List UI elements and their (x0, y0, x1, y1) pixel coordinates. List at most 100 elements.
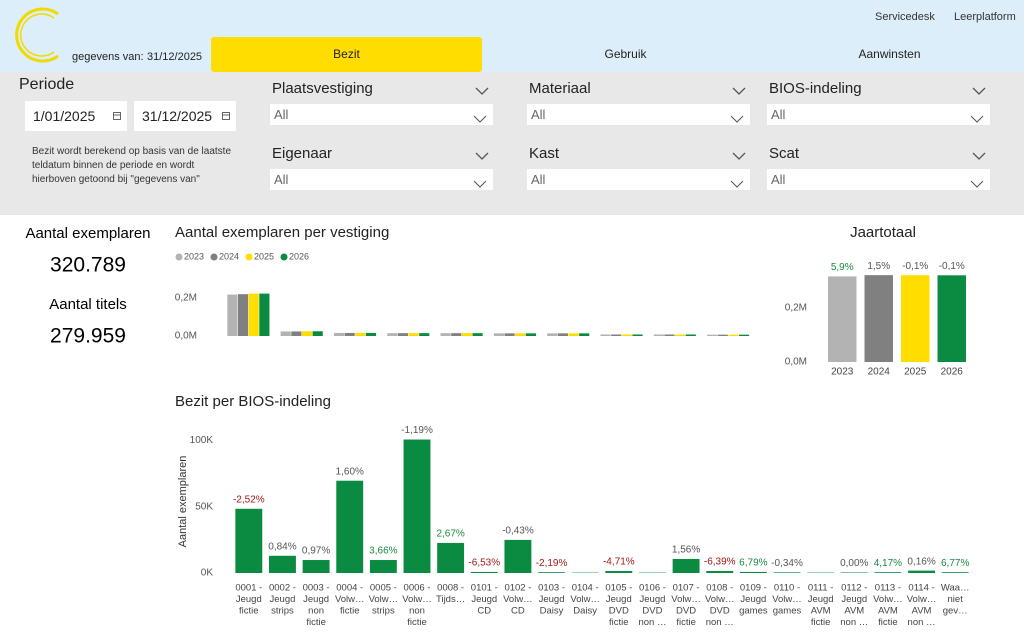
x-tick-label: 0101 - (471, 583, 498, 594)
calendar-icon (113, 112, 121, 120)
x-tick-label: DVD (710, 606, 730, 617)
x-tick-label: 0001 - (235, 583, 262, 594)
data-label: 1,56% (672, 545, 700, 556)
x-tick-label: fictie (878, 617, 898, 628)
slicer-value: All (531, 172, 546, 187)
bar (941, 572, 969, 573)
bar (344, 332, 355, 336)
x-tick-label: non … (840, 617, 868, 628)
bar (621, 334, 632, 336)
data-label: 0,84% (268, 541, 296, 552)
bar (901, 275, 930, 362)
bar (828, 276, 857, 362)
slicer-dropdown[interactable]: All (527, 169, 750, 190)
slicer-dropdown[interactable]: All (527, 104, 750, 125)
x-tick-label: 0109 - (740, 583, 767, 594)
tab-active[interactable]: Bezit (211, 37, 482, 72)
x-tick-label: 0006 - (404, 583, 431, 594)
x-tick-label: Volw… (335, 594, 365, 605)
header: gegevens van: 31/12/2025 Bezit Gebruik A… (0, 0, 1024, 72)
chart-title: Bezit per BIOS-indeling (175, 393, 331, 410)
date-input[interactable]: 1/01/2025 (25, 101, 127, 131)
x-tick-label: Volw… (772, 594, 802, 605)
tab[interactable]: Aanwinsten (858, 47, 921, 61)
x-tick-label: 0112 - (841, 583, 867, 594)
slicer-dropdown[interactable]: All (270, 169, 493, 190)
x-tick-label: Jeugd (539, 594, 565, 605)
legend-marker (280, 253, 288, 261)
x-tick-label: 2025 (904, 367, 927, 378)
x-tick-label: 2023 (831, 367, 854, 378)
x-tick-label: Volw… (705, 594, 735, 605)
bar (504, 333, 515, 336)
slicer-label: Kast (529, 145, 752, 162)
filter-panel (0, 72, 1024, 215)
chevron (970, 115, 984, 123)
data-label: -6,39% (704, 557, 736, 568)
bar (504, 539, 532, 573)
link[interactable]: Servicedesk (875, 11, 935, 23)
slicer-dropdown[interactable]: All (767, 169, 990, 190)
link[interactable]: Leerplatform (954, 11, 1016, 23)
y-tick-label: 0K (201, 568, 214, 579)
slicer-label: Scat (769, 145, 992, 162)
bar (547, 333, 558, 336)
x-tick-label: 2026 (941, 367, 964, 378)
x-tick-label: 0002 - (269, 583, 296, 594)
x-tick-label: AVM (844, 606, 864, 617)
x-tick-label: non … (908, 617, 936, 628)
chart-title: Jaartotaal (850, 224, 916, 241)
data-label: -0,1% (939, 261, 965, 272)
x-tick-label: 0114 - (908, 583, 934, 594)
bar (470, 571, 498, 573)
bar (333, 332, 345, 336)
bar (653, 334, 664, 336)
legend-marker (210, 253, 218, 261)
x-tick-label: 0108 - (706, 583, 733, 594)
x-tick-label: 0113 - (875, 583, 901, 594)
x-tick-label: 0004 - (336, 583, 363, 594)
date-input[interactable]: 31/12/2025 (134, 101, 236, 131)
bar (874, 572, 902, 573)
bar (369, 560, 397, 573)
x-tick-label: Volw… (671, 594, 701, 605)
bar (773, 572, 801, 573)
x-tick-label: Volw… (570, 594, 600, 605)
x-tick-label: DVD (676, 606, 696, 617)
start-date: 1/01/2025 (33, 108, 96, 124)
slicer-label: Materiaal (529, 80, 752, 97)
tab[interactable]: Gebruik (604, 47, 647, 61)
x-tick-label: fictie (340, 606, 360, 617)
data-label: -4,71% (603, 557, 635, 568)
slicer-value: All (274, 107, 289, 122)
slicer-title: Eigenaar (272, 145, 333, 162)
data-label: 0,97% (302, 546, 330, 557)
y-axis-title: Aantal exemplaren (177, 456, 189, 548)
data-label: -2,52% (233, 494, 265, 505)
x-tick-label: fictie (811, 617, 831, 628)
bar (493, 333, 504, 336)
bar (259, 293, 270, 336)
x-tick-label: 0110 - (774, 583, 800, 594)
x-tick-label: 0005 - (370, 583, 397, 594)
legend-label: 2024 (219, 251, 239, 261)
x-tick-label: 0105 - (605, 583, 632, 594)
y-tick-label: 50K (195, 501, 213, 512)
chart-title: Aantal exemplaren per vestiging (175, 224, 389, 241)
bar (403, 439, 431, 573)
slicer-dropdown[interactable]: All (767, 104, 990, 125)
slicer-dropdown[interactable]: All (270, 104, 493, 125)
y-tick-label: 0,2M (175, 293, 197, 304)
data-label: 5,9% (831, 262, 854, 273)
bar (675, 334, 686, 336)
x-tick-label: 0106 - (639, 583, 666, 594)
bar (280, 331, 291, 336)
y-tick-label: 0,2M (785, 303, 807, 314)
x-tick-label: Volw… (907, 594, 937, 605)
period-note: Bezit wordt berekend op basis van de laa… (32, 146, 232, 185)
bar (579, 333, 590, 336)
slicer-title: Plaatsvestiging (272, 80, 373, 97)
slicer-label: Plaatsvestiging (272, 80, 495, 97)
period-label: Periode (19, 76, 75, 93)
